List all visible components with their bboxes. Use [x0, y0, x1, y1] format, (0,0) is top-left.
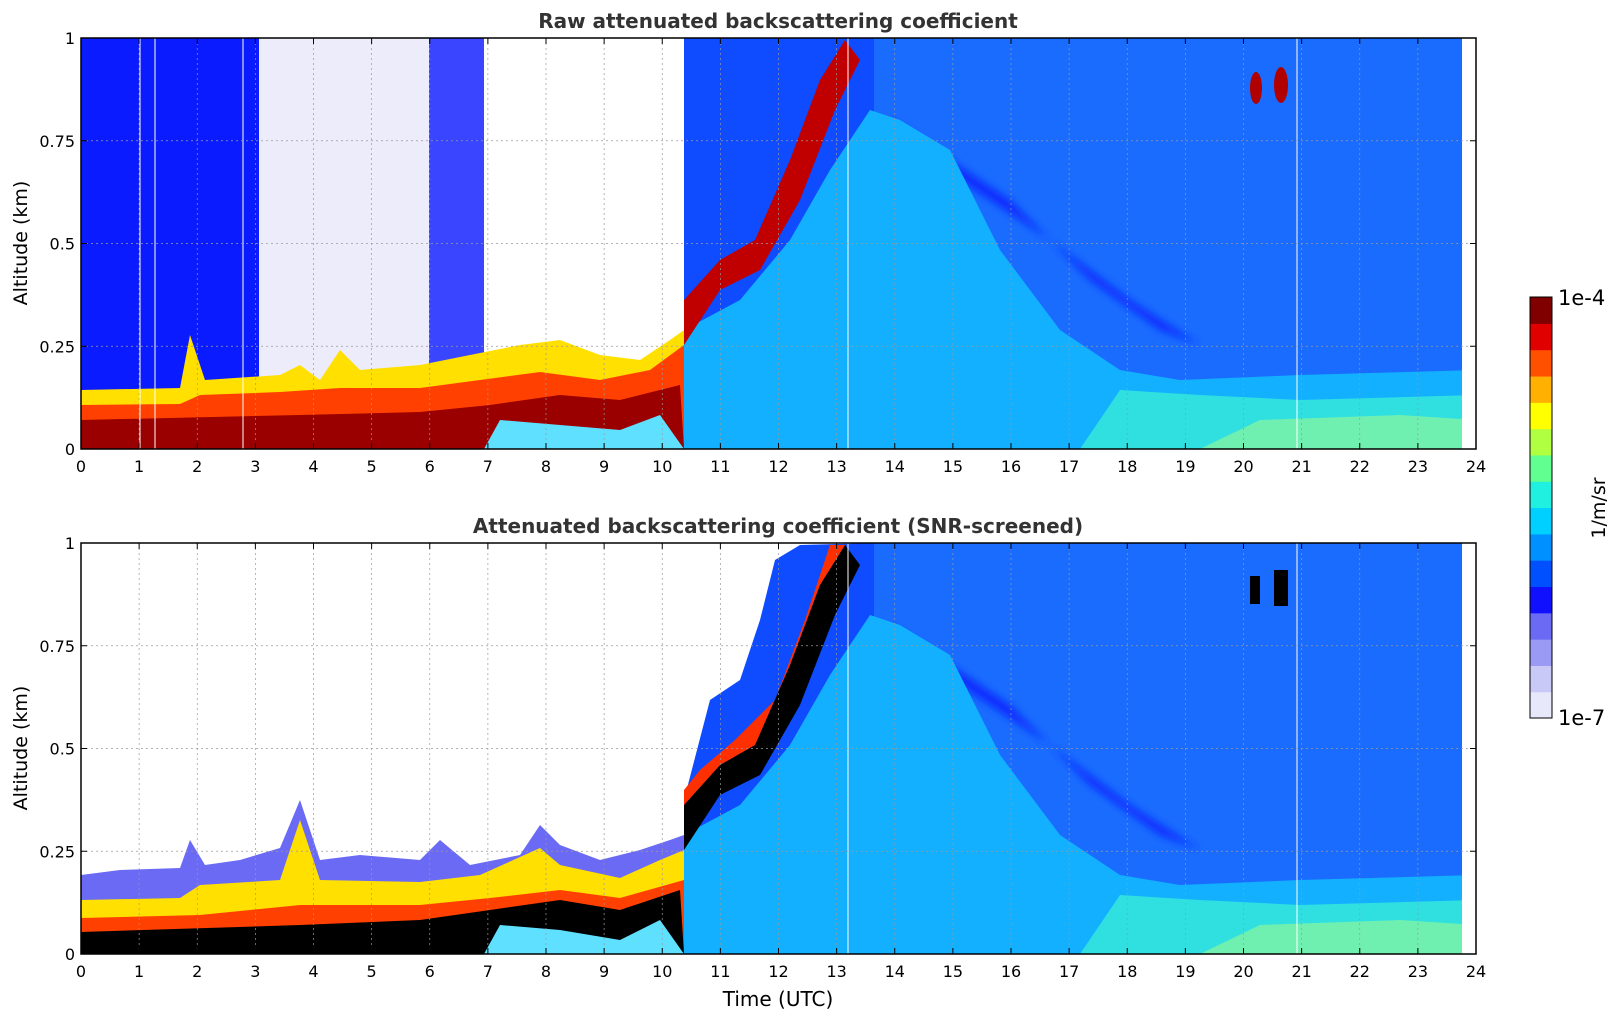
x-tick-label: 17: [1059, 457, 1079, 476]
x-tick-label: 24: [1466, 962, 1486, 981]
x-tick-label: 20: [1233, 962, 1253, 981]
panel-raw-ylabel: Altitude (km): [10, 181, 32, 306]
x-tick-label: 16: [1001, 457, 1021, 476]
colorbar-swatch: [1530, 297, 1552, 324]
x-tick-label: 15: [943, 457, 963, 476]
x-tick-label: 12: [768, 457, 788, 476]
x-tick-label: 10: [652, 962, 672, 981]
x-tick-label: 23: [1408, 962, 1428, 981]
colorbar-swatch: [1530, 533, 1552, 561]
colorbar-swatch: [1530, 402, 1552, 430]
x-tick-label: 0: [76, 457, 86, 476]
colorbar-swatch: [1530, 349, 1552, 377]
x-tick-label: 18: [1117, 962, 1137, 981]
x-tick-label: 11: [710, 962, 730, 981]
x-tick-label: 5: [367, 457, 377, 476]
x-tick-label: 15: [943, 962, 963, 981]
x-tick-label: 17: [1059, 962, 1079, 981]
x-tick-label: 3: [250, 962, 260, 981]
x-tick-label: 12: [768, 962, 788, 981]
colorbar-swatch: [1530, 323, 1552, 351]
x-tick-label: 6: [425, 457, 435, 476]
colorbar-bottom-label: 1e-7: [1558, 706, 1605, 730]
x-tick-label: 16: [1001, 962, 1021, 981]
x-tick-label: 23: [1408, 457, 1428, 476]
x-tick-label: 21: [1291, 457, 1311, 476]
colorbar-swatch: [1530, 507, 1552, 535]
y-tick-label: 1: [65, 534, 75, 553]
x-tick-label: 9: [599, 457, 609, 476]
panel-screened-ylabel: Altitude (km): [10, 686, 32, 811]
y-tick-label: 0.5: [50, 235, 75, 254]
x-tick-label: 6: [425, 962, 435, 981]
panel-raw-grid: [81, 38, 1476, 449]
x-tick-label: 1: [134, 962, 144, 981]
x-tick-label: 0: [76, 962, 86, 981]
x-tick-label: 3: [250, 457, 260, 476]
panel-screened-grid: [81, 543, 1476, 954]
x-tick-label: 21: [1291, 962, 1311, 981]
y-tick-label: 0.25: [39, 337, 75, 356]
colorbar-unit-label: 1/m/sr: [1588, 477, 1610, 538]
y-tick-label: 0: [65, 945, 75, 964]
colorbar-swatch: [1530, 639, 1552, 666]
x-tick-label: 13: [826, 962, 846, 981]
y-tick-label: 0.25: [39, 842, 75, 861]
colorbar-swatch: [1530, 428, 1552, 456]
colorbar-frame: [1529, 296, 1553, 719]
x-tick-label: 9: [599, 962, 609, 981]
colorbar-swatch: [1530, 560, 1552, 588]
x-tick-label: 7: [483, 457, 493, 476]
x-tick-label: 11: [710, 457, 730, 476]
y-tick-label: 0: [65, 440, 75, 459]
x-tick-label: 10: [652, 457, 672, 476]
x-tick-label: 2: [192, 457, 202, 476]
x-tick-label: 14: [885, 457, 905, 476]
x-tick-label: 22: [1350, 962, 1370, 981]
x-tick-label: 4: [308, 962, 318, 981]
panel-screened-y-ticks: 0 0.25 0.5 0.75 1: [39, 534, 1476, 964]
x-tick-label: 5: [367, 962, 377, 981]
x-axis-label: Time (UTC): [722, 987, 834, 1011]
panel-raw-x-ticks: 0 1 2 3 4 5 6 7 8 9 10 11 12 13 14 15 16 17 18 19 20 21 22 23 24: [76, 38, 1486, 476]
panel-screened: Attenuated backscattering coefficient (S…: [10, 514, 1486, 1011]
x-tick-label: 22: [1350, 457, 1370, 476]
y-tick-label: 0.75: [39, 637, 75, 656]
panel-raw-title: Raw attenuated backscattering coefficien…: [538, 9, 1018, 33]
x-tick-label: 20: [1233, 457, 1253, 476]
x-tick-label: 18: [1117, 457, 1137, 476]
x-tick-label: 2: [192, 962, 202, 981]
colorbar-swatch: [1530, 691, 1552, 719]
x-tick-label: 8: [541, 962, 551, 981]
colorbar-top-label: 1e-4: [1558, 286, 1605, 310]
x-tick-label: 1: [134, 457, 144, 476]
y-tick-label: 1: [65, 29, 75, 48]
y-tick-label: 0.75: [39, 132, 75, 151]
colorbar: 1e-4 1e-7 1/m/sr: [1529, 286, 1610, 730]
panel-screened-x-ticks: 0 1 2 3 4 5 6 7 8 9 10 11 12 13 14 15 16 17 18 19 20 21 22 23 24: [76, 543, 1486, 981]
x-tick-label: 13: [826, 457, 846, 476]
colorbar-swatch: [1530, 375, 1552, 403]
x-tick-label: 24: [1466, 457, 1486, 476]
colorbar-swatch: [1530, 612, 1552, 640]
colorbar-swatch: [1530, 665, 1552, 693]
colorbar-swatch: [1530, 481, 1552, 509]
colorbar-swatch: [1530, 454, 1552, 482]
x-tick-label: 19: [1175, 457, 1195, 476]
panel-screened-title: Attenuated backscattering coefficient (S…: [473, 514, 1083, 538]
colorbar-swatches: [1530, 297, 1552, 719]
panel-raw: Raw attenuated backscattering coefficien…: [10, 9, 1486, 476]
x-tick-label: 19: [1175, 962, 1195, 981]
x-tick-label: 8: [541, 457, 551, 476]
colorbar-swatch: [1530, 586, 1552, 614]
panel-raw-y-ticks: 0 0.25 0.5 0.75 1: [39, 29, 1476, 459]
x-tick-label: 14: [885, 962, 905, 981]
x-tick-label: 7: [483, 962, 493, 981]
x-tick-label: 4: [308, 457, 318, 476]
y-tick-label: 0.5: [50, 740, 75, 759]
